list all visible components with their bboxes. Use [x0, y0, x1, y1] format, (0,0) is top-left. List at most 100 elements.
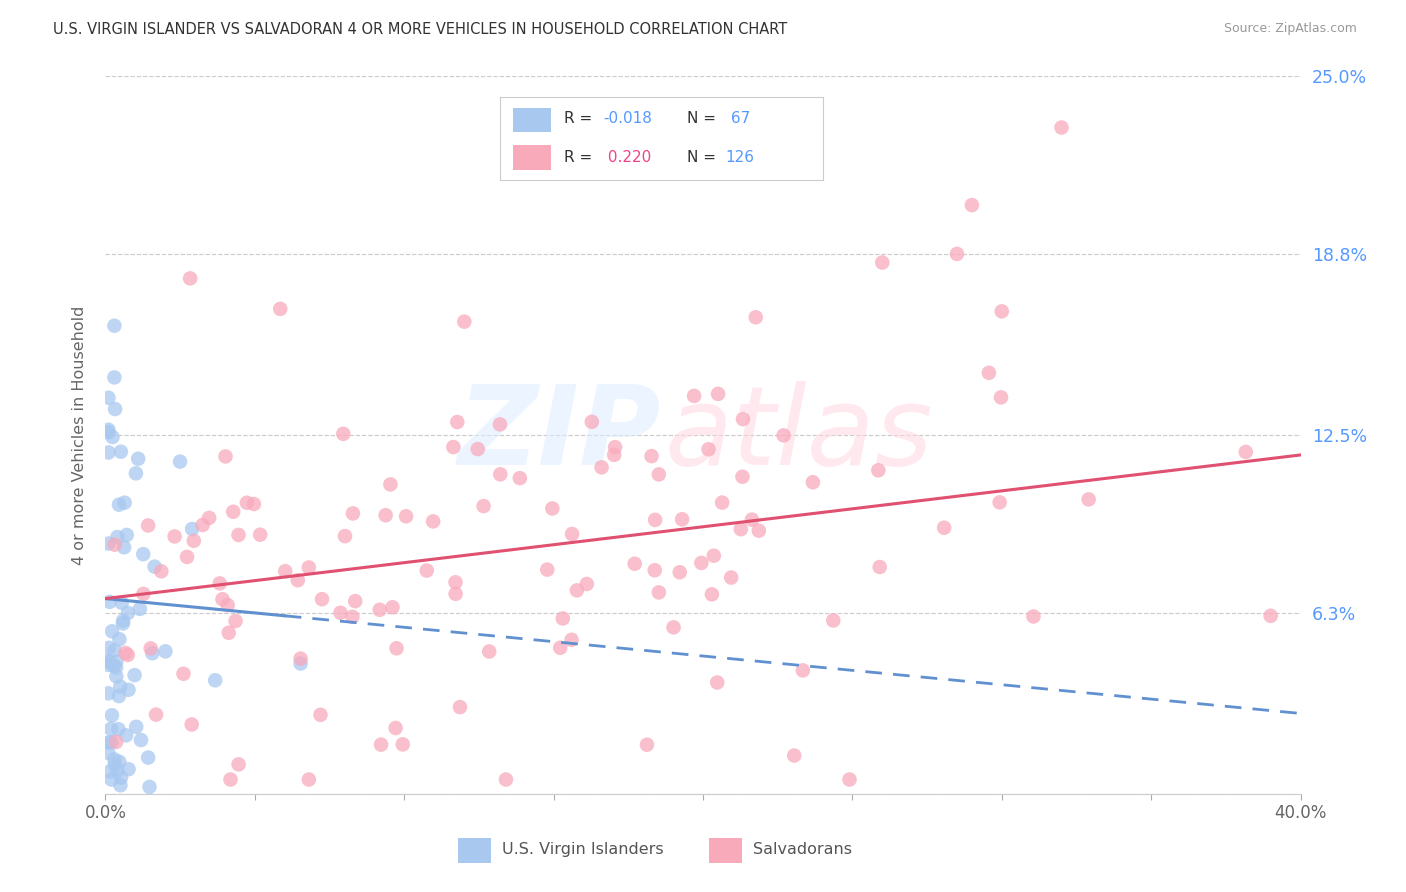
- Point: [269, 301, 291, 316]
- Point: [249, 527, 271, 541]
- Point: [731, 469, 754, 483]
- Point: [108, 689, 131, 703]
- Text: U.S. VIRGIN ISLANDER VS SALVADORAN 4 OR MORE VEHICLES IN HOUSEHOLD CORRELATION C: U.S. VIRGIN ISLANDER VS SALVADORAN 4 OR …: [53, 22, 787, 37]
- Point: [124, 668, 146, 682]
- Point: [172, 666, 194, 681]
- Point: [108, 632, 131, 647]
- Point: [101, 624, 124, 639]
- Point: [700, 587, 723, 601]
- Point: [108, 498, 131, 512]
- Point: [706, 675, 728, 690]
- Point: [623, 557, 645, 571]
- Point: [115, 528, 138, 542]
- Point: [97, 445, 120, 459]
- Point: [155, 644, 177, 658]
- Point: [707, 387, 730, 401]
- Point: [198, 511, 221, 525]
- Point: [690, 556, 713, 570]
- Point: [101, 708, 124, 723]
- Point: [792, 664, 814, 678]
- Text: Source: ZipAtlas.com: Source: ZipAtlas.com: [1223, 22, 1357, 36]
- Point: [107, 764, 129, 778]
- Point: [745, 310, 768, 325]
- Point: [105, 654, 128, 668]
- Point: [97, 654, 120, 668]
- Point: [298, 560, 321, 574]
- Text: Salvadorans: Salvadorans: [754, 842, 852, 857]
- Point: [217, 598, 239, 612]
- Point: [114, 496, 136, 510]
- Point: [374, 508, 396, 523]
- Point: [181, 522, 204, 536]
- Point: [218, 625, 240, 640]
- Point: [243, 497, 266, 511]
- Point: [104, 538, 127, 552]
- Point: [136, 750, 159, 764]
- Point: [298, 772, 321, 787]
- Point: [101, 430, 124, 444]
- Point: [139, 641, 162, 656]
- Point: [103, 318, 125, 333]
- Point: [311, 592, 333, 607]
- Point: [117, 682, 139, 697]
- Point: [141, 646, 163, 660]
- Point: [108, 755, 131, 769]
- Point: [683, 389, 706, 403]
- Point: [97, 686, 120, 700]
- Point: [536, 563, 558, 577]
- Point: [342, 507, 364, 521]
- Point: [801, 475, 824, 490]
- Point: [132, 547, 155, 561]
- Point: [163, 529, 186, 543]
- Text: ZIP: ZIP: [458, 382, 661, 488]
- Point: [332, 426, 354, 441]
- Point: [720, 570, 742, 584]
- Point: [98, 595, 121, 609]
- Point: [104, 643, 127, 657]
- Point: [97, 391, 120, 405]
- Point: [1050, 120, 1073, 135]
- Point: [100, 735, 122, 749]
- Point: [225, 614, 247, 628]
- Point: [150, 564, 173, 578]
- Point: [111, 616, 134, 631]
- Point: [136, 518, 159, 533]
- Point: [444, 587, 467, 601]
- Point: [644, 563, 666, 577]
- Bar: [458, 838, 492, 863]
- Point: [640, 449, 662, 463]
- Point: [1234, 445, 1257, 459]
- Point: [449, 700, 471, 714]
- Point: [489, 467, 512, 482]
- Point: [872, 255, 894, 269]
- Point: [98, 654, 121, 668]
- Point: [344, 594, 367, 608]
- Point: [111, 596, 134, 610]
- Point: [117, 606, 139, 620]
- Point: [380, 477, 402, 491]
- Point: [128, 602, 150, 616]
- Point: [823, 614, 845, 628]
- Point: [636, 738, 658, 752]
- Point: [703, 549, 725, 563]
- Point: [489, 417, 512, 432]
- Point: [385, 641, 408, 656]
- Point: [1022, 609, 1045, 624]
- Point: [960, 198, 983, 212]
- Point: [783, 748, 806, 763]
- Point: [868, 463, 890, 477]
- Point: [333, 529, 356, 543]
- Point: [990, 304, 1012, 318]
- Point: [575, 577, 598, 591]
- Point: [368, 603, 391, 617]
- Point: [495, 772, 517, 787]
- Point: [444, 575, 467, 590]
- Point: [97, 746, 120, 760]
- Point: [509, 471, 531, 485]
- Point: [214, 450, 236, 464]
- Point: [103, 658, 125, 673]
- Point: [97, 640, 120, 655]
- Point: [453, 315, 475, 329]
- Point: [748, 524, 770, 538]
- Point: [603, 448, 626, 462]
